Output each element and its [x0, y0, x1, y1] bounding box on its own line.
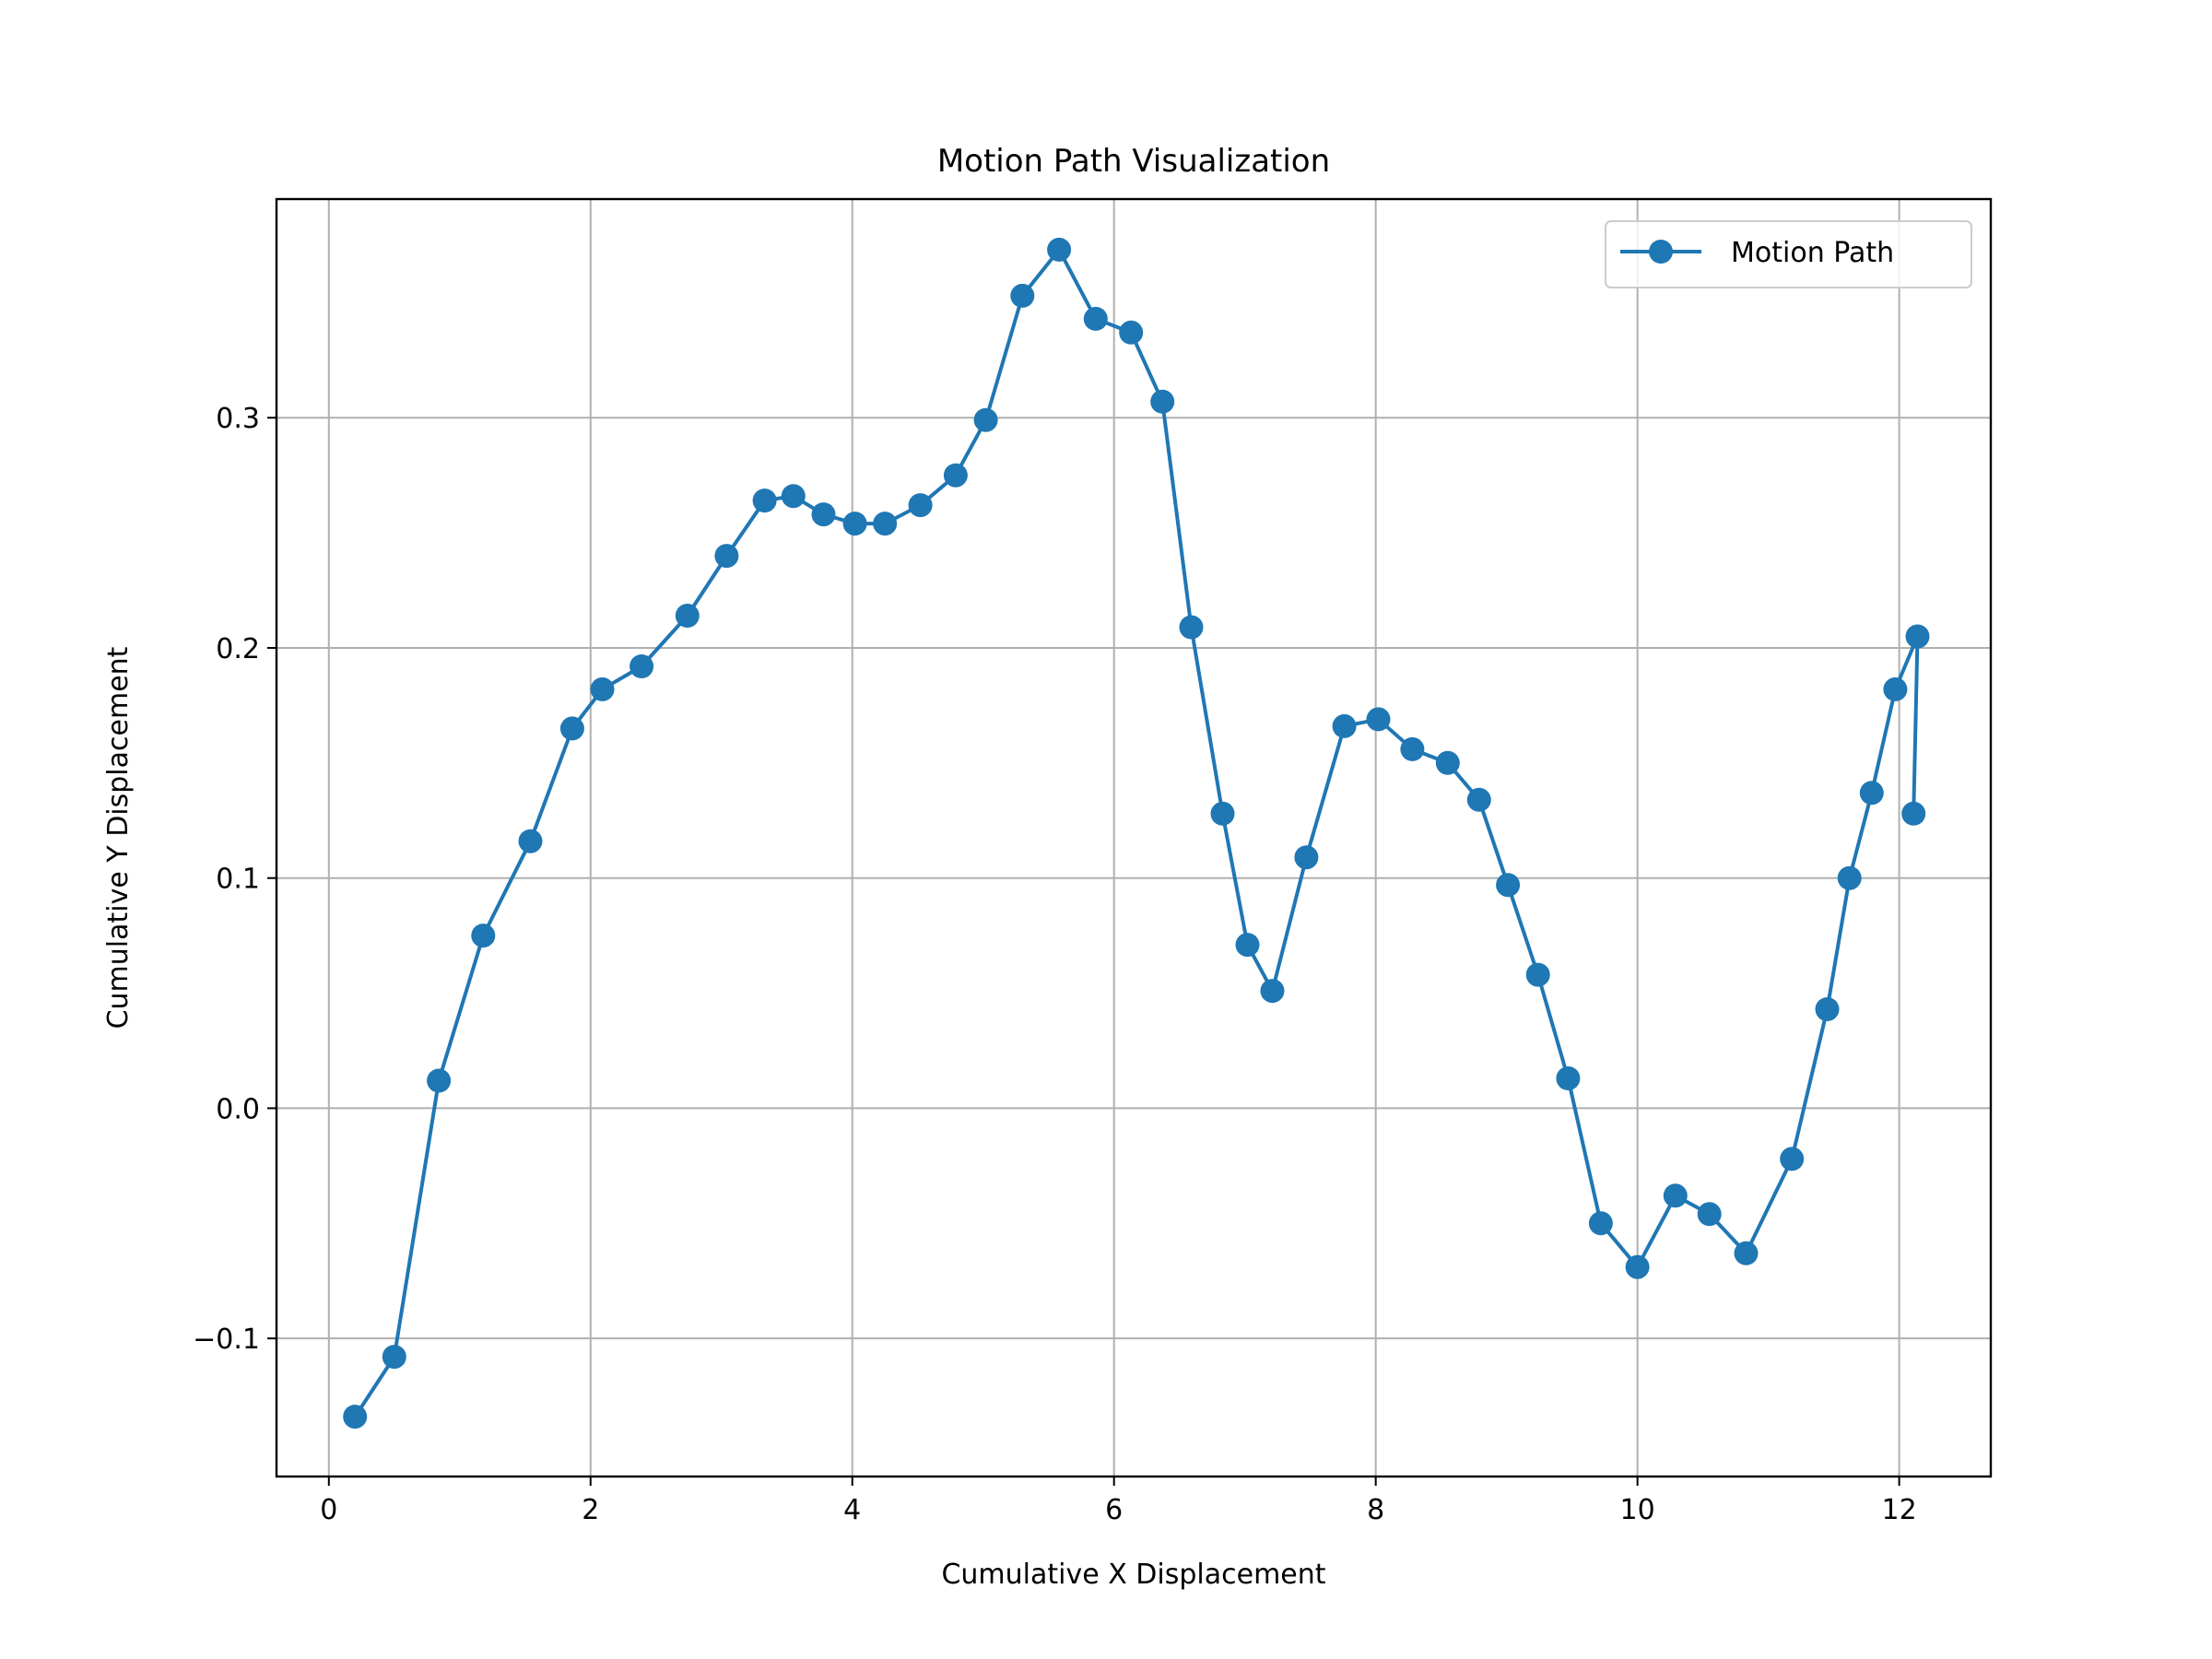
data-point [1047, 237, 1072, 262]
data-point [1366, 707, 1391, 732]
x-tick-label: 12 [1882, 1494, 1917, 1526]
data-point [1210, 801, 1235, 826]
x-tick-label: 6 [1105, 1494, 1123, 1526]
data-point [1466, 787, 1491, 812]
data-point [1588, 1211, 1613, 1236]
data-point [675, 604, 700, 628]
data-point [943, 463, 968, 488]
data-point [752, 488, 777, 513]
data-point [559, 716, 584, 741]
data-point [1780, 1147, 1805, 1171]
x-tick-label: 2 [582, 1494, 599, 1526]
data-point [1837, 865, 1862, 890]
data-point [629, 654, 654, 678]
data-point [1010, 283, 1035, 308]
data-point [1556, 1066, 1581, 1090]
data-point [1496, 873, 1521, 898]
legend-marker-swatch [1649, 240, 1673, 264]
data-point [1901, 801, 1926, 826]
y-axis-label: Cumulative Y Displacement [102, 646, 135, 1029]
data-point [1179, 615, 1204, 640]
y-axis-ticks: −0.1 0.0 0.1 0.2 0.3 [193, 403, 276, 1356]
data-point [471, 924, 496, 948]
y-gridlines [276, 417, 1991, 1340]
plot-frame [275, 197, 1993, 1478]
data-point [1625, 1254, 1650, 1279]
data-point [1083, 306, 1108, 331]
y-tick-label: 0.1 [216, 864, 260, 896]
plot-area-background [276, 199, 1991, 1477]
y-tick-label: −0.1 [193, 1324, 260, 1356]
data-point [842, 512, 867, 536]
data-point [714, 544, 739, 569]
x-tick-label: 0 [320, 1494, 337, 1526]
data-point [1260, 979, 1285, 1004]
data-point [973, 407, 998, 432]
data-point [811, 502, 836, 527]
data-point [1150, 389, 1175, 414]
y-tick-label: 0.2 [216, 633, 260, 665]
data-point [590, 677, 615, 701]
data-point [1525, 962, 1550, 987]
data-point [1734, 1241, 1759, 1265]
legend-box [1605, 220, 1972, 288]
data-point [1883, 677, 1908, 701]
legend: Motion Path [1605, 220, 1972, 288]
data-point [873, 512, 898, 536]
data-point [1235, 933, 1260, 958]
data-point [1119, 320, 1144, 345]
data-point [908, 493, 933, 518]
chart-title: Motion Path Visualization [937, 143, 1330, 180]
x-tick-label: 4 [843, 1494, 861, 1526]
data-point [1435, 750, 1460, 775]
series-layer [343, 237, 1930, 1430]
x-axis-label: Cumulative X Displacement [941, 1559, 1325, 1591]
data-point [1815, 997, 1840, 1021]
data-point [518, 829, 543, 853]
y-tick-label: 0.0 [216, 1093, 260, 1125]
data-point [1859, 781, 1884, 806]
data-point [427, 1068, 452, 1093]
x-tick-label: 10 [1620, 1494, 1655, 1526]
data-point [343, 1405, 368, 1430]
data-point [1697, 1202, 1722, 1227]
data-point [382, 1345, 406, 1370]
data-point [1663, 1183, 1688, 1208]
data-point [781, 484, 806, 509]
x-axis-ticks: 0 2 4 6 8 10 12 [320, 1477, 1917, 1526]
data-point [1400, 736, 1425, 761]
data-point [1332, 713, 1357, 738]
data-point [1905, 624, 1930, 649]
x-tick-label: 8 [1367, 1494, 1384, 1526]
data-point [1294, 845, 1319, 870]
legend-entry-label: Motion Path [1731, 237, 1894, 269]
y-tick-label: 0.3 [216, 403, 260, 435]
